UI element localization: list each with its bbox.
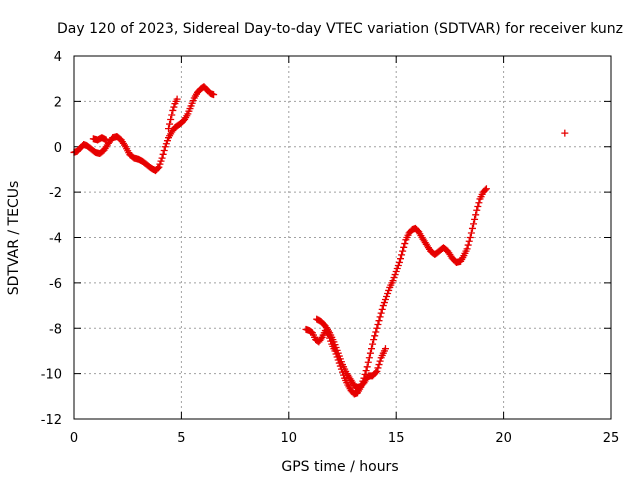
x-tick-label: 25 <box>603 431 620 446</box>
data-point <box>470 220 478 228</box>
y-tick-label: -4 <box>49 232 62 247</box>
data-point <box>363 363 371 371</box>
data-point <box>471 215 479 223</box>
x-axis-label: GPS time / hours <box>281 459 398 475</box>
data-point <box>165 125 173 133</box>
data-point <box>157 157 165 165</box>
data-point <box>168 111 176 119</box>
data-point <box>375 361 383 369</box>
data-point <box>160 147 168 155</box>
data-point <box>381 296 389 304</box>
data-point <box>158 154 166 162</box>
grid <box>74 56 611 419</box>
data-point <box>372 368 380 376</box>
data-point <box>378 305 386 313</box>
data-point <box>366 349 374 357</box>
data-point <box>398 251 406 259</box>
x-tick-label: 0 <box>70 431 78 446</box>
data-point <box>371 332 379 340</box>
data-point <box>367 345 375 353</box>
data-point <box>474 202 482 210</box>
x-tick-label: 5 <box>177 431 185 446</box>
y-tick-label: -10 <box>41 368 62 383</box>
data-point <box>317 335 325 343</box>
data-point <box>373 367 381 375</box>
data-point <box>362 367 370 375</box>
data-point <box>475 199 483 207</box>
chart-title: Day 120 of 2023, Sidereal Day-to-day VTE… <box>57 21 623 37</box>
data-point <box>376 357 384 365</box>
data-point <box>381 345 389 353</box>
data-point <box>365 354 373 362</box>
data-point <box>561 129 569 137</box>
data-point <box>463 245 471 253</box>
data-point <box>482 185 490 193</box>
data-point <box>384 289 392 297</box>
y-tick-label: -2 <box>49 186 62 201</box>
data-point <box>162 140 170 148</box>
data-point <box>370 336 378 344</box>
data-point <box>170 103 178 111</box>
data-point <box>166 120 174 128</box>
data-point <box>167 116 175 124</box>
data-point <box>473 206 481 214</box>
data-point <box>464 241 472 249</box>
data-point <box>374 320 382 328</box>
data-point <box>399 247 407 255</box>
x-tick-label: 15 <box>388 431 405 446</box>
x-tick-label: 10 <box>281 431 298 446</box>
data-point <box>373 324 381 332</box>
data-point <box>400 243 408 251</box>
data-point <box>396 255 404 263</box>
y-tick-label: -12 <box>41 413 62 428</box>
data-point <box>393 265 401 273</box>
data-point <box>169 106 177 114</box>
plot-frame <box>73 55 612 420</box>
data-point <box>374 364 382 372</box>
data-point <box>385 286 393 294</box>
data-point <box>210 91 218 99</box>
data-point <box>161 143 169 151</box>
x-tick-label: 20 <box>495 431 512 446</box>
data-point <box>379 302 387 310</box>
y-tick-label: 2 <box>54 95 62 110</box>
data-point <box>369 340 377 348</box>
y-tick-label: 0 <box>54 141 62 156</box>
y-tick-label: -6 <box>49 277 62 292</box>
data-point <box>392 268 400 276</box>
data-point <box>465 237 473 245</box>
data-point <box>395 258 403 266</box>
data-point <box>156 160 164 168</box>
data-point <box>364 358 372 366</box>
data-point <box>375 317 383 325</box>
data-point <box>154 164 162 172</box>
data-point <box>468 224 476 232</box>
data-point <box>173 95 181 103</box>
y-tick-label: -8 <box>49 322 62 337</box>
data-point <box>163 137 171 145</box>
data-point <box>159 150 167 158</box>
data-point <box>472 211 480 219</box>
y-tick-label: 4 <box>54 50 62 65</box>
data-point <box>466 234 474 241</box>
data-point <box>380 299 388 307</box>
data-point <box>394 261 402 269</box>
data-points <box>70 83 569 398</box>
data-point <box>155 163 163 171</box>
data-point <box>481 186 489 194</box>
data-point <box>391 271 399 279</box>
y-axis-label: SDTVAR / TECUs <box>6 181 22 296</box>
data-point <box>376 313 384 321</box>
data-point <box>377 309 385 317</box>
data-point <box>372 328 380 336</box>
data-point <box>390 274 398 282</box>
data-point <box>401 240 409 248</box>
data-point <box>389 277 397 285</box>
data-point <box>383 292 391 300</box>
data-point <box>102 136 110 144</box>
tick-labels: 0 5 10 15 20 25 -12 -10 -8 -6 -4 -2 0 2 4 <box>41 50 620 446</box>
data-point <box>467 229 475 237</box>
